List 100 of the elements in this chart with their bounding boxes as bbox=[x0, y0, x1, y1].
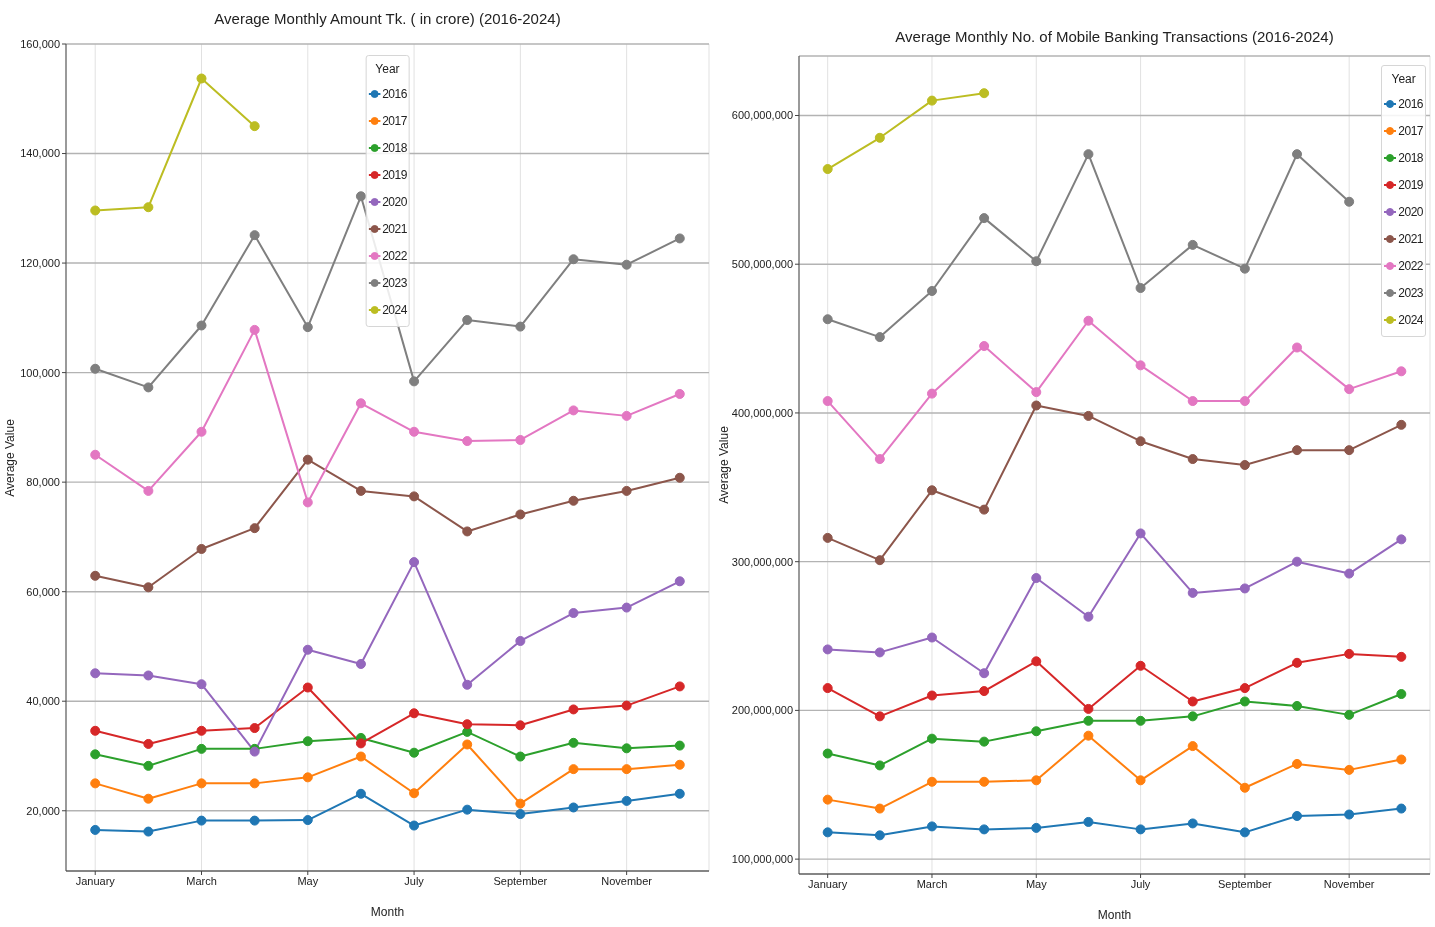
x-tick-label: November bbox=[1323, 877, 1375, 890]
point bbox=[621, 602, 632, 613]
point bbox=[926, 632, 937, 643]
point bbox=[515, 798, 526, 809]
point bbox=[1083, 410, 1094, 421]
y-tick-label: 40,000 bbox=[26, 695, 60, 708]
point bbox=[462, 526, 473, 537]
point bbox=[143, 670, 154, 681]
point bbox=[926, 285, 937, 296]
point bbox=[822, 314, 833, 325]
y-tick-label: 600,000,000 bbox=[731, 109, 793, 122]
legend-title: Year bbox=[374, 61, 401, 78]
point bbox=[515, 434, 526, 445]
point bbox=[1292, 700, 1303, 711]
x-tick-label: May bbox=[297, 874, 319, 887]
point bbox=[90, 205, 101, 216]
legend-label: 2019 bbox=[1398, 177, 1423, 192]
y-tick-label: 200,000,000 bbox=[731, 704, 793, 717]
legend-label: 2024 bbox=[1398, 312, 1423, 327]
point bbox=[1031, 656, 1042, 667]
point bbox=[462, 436, 473, 447]
point bbox=[1031, 256, 1042, 267]
legend-label: 2018 bbox=[1398, 150, 1423, 165]
point bbox=[90, 668, 101, 679]
legend-label: 2017 bbox=[1398, 123, 1423, 138]
point bbox=[143, 202, 154, 213]
point bbox=[143, 793, 154, 804]
legend-label: 2020 bbox=[1398, 204, 1423, 219]
point bbox=[926, 776, 937, 787]
point bbox=[355, 738, 366, 749]
point bbox=[874, 711, 885, 722]
point bbox=[1083, 611, 1094, 622]
point bbox=[515, 809, 526, 820]
point bbox=[196, 320, 207, 331]
legend-label: 2022 bbox=[382, 248, 407, 263]
point bbox=[926, 690, 937, 701]
point bbox=[1239, 696, 1250, 707]
point bbox=[1396, 803, 1407, 814]
point bbox=[409, 557, 420, 568]
point bbox=[1135, 715, 1146, 726]
point bbox=[355, 751, 366, 762]
point bbox=[874, 332, 885, 343]
point bbox=[1187, 396, 1198, 407]
point bbox=[302, 815, 313, 826]
x-tick-label: May bbox=[1025, 877, 1048, 890]
point bbox=[874, 830, 885, 841]
point bbox=[1083, 703, 1094, 714]
point bbox=[143, 738, 154, 749]
point bbox=[674, 233, 685, 244]
point bbox=[90, 449, 101, 460]
y-tick-label: 20,000 bbox=[26, 804, 60, 817]
point bbox=[409, 426, 420, 437]
point bbox=[621, 743, 632, 754]
point bbox=[568, 405, 579, 416]
point bbox=[355, 398, 366, 409]
point bbox=[1396, 534, 1407, 545]
point bbox=[355, 191, 366, 202]
point bbox=[926, 485, 937, 496]
point bbox=[143, 582, 154, 593]
point bbox=[302, 454, 313, 465]
point bbox=[822, 164, 833, 175]
point bbox=[515, 720, 526, 731]
point bbox=[515, 509, 526, 520]
point bbox=[674, 576, 685, 587]
point bbox=[1292, 445, 1303, 456]
point bbox=[1239, 396, 1250, 407]
point bbox=[462, 719, 473, 730]
y-tick-label: 160,000 bbox=[20, 37, 60, 50]
point bbox=[568, 764, 579, 775]
point bbox=[249, 121, 260, 132]
point bbox=[409, 491, 420, 502]
point bbox=[979, 824, 990, 835]
point bbox=[1292, 811, 1303, 821]
legend-label: 2022 bbox=[1398, 258, 1423, 273]
point bbox=[1344, 384, 1355, 395]
point bbox=[979, 668, 990, 679]
point bbox=[979, 504, 990, 515]
point bbox=[1344, 196, 1355, 207]
y-axis-title: Average Value bbox=[717, 426, 731, 504]
point bbox=[674, 740, 685, 751]
point bbox=[822, 827, 833, 838]
legend-label: 2021 bbox=[382, 221, 407, 236]
point bbox=[1031, 775, 1042, 786]
point bbox=[1083, 816, 1094, 827]
point bbox=[568, 254, 579, 265]
point bbox=[1344, 568, 1355, 579]
point bbox=[1187, 239, 1198, 250]
point bbox=[515, 635, 526, 646]
point bbox=[90, 725, 101, 736]
y-tick-label: 60,000 bbox=[26, 585, 60, 598]
point bbox=[1187, 741, 1198, 752]
point bbox=[874, 555, 885, 566]
point bbox=[90, 824, 101, 835]
point bbox=[90, 749, 101, 760]
point bbox=[1031, 822, 1042, 833]
point bbox=[1135, 436, 1146, 447]
point bbox=[515, 751, 526, 762]
point bbox=[926, 95, 937, 106]
point bbox=[1292, 556, 1303, 567]
x-tick-label: January bbox=[808, 877, 848, 890]
